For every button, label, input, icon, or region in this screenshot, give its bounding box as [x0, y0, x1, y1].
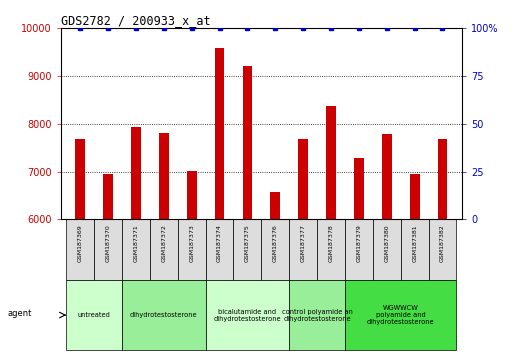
- Bar: [373, 219, 401, 280]
- Text: control polyamide an
dihydrotestosterone: control polyamide an dihydrotestosterone: [281, 309, 353, 321]
- Bar: [94, 219, 122, 280]
- Text: GSM187371: GSM187371: [134, 224, 138, 262]
- Bar: [261, 219, 289, 280]
- Bar: [382, 135, 392, 219]
- Text: WGWWCW
polyamide and
dihydrotestosterone: WGWWCW polyamide and dihydrotestosterone: [367, 305, 435, 325]
- Text: dihydrotestosterone: dihydrotestosterone: [130, 312, 197, 318]
- Text: GSM187377: GSM187377: [300, 224, 306, 262]
- Text: GSM187373: GSM187373: [189, 224, 194, 262]
- Bar: [178, 219, 205, 280]
- Bar: [429, 219, 456, 280]
- Bar: [345, 219, 373, 280]
- Text: GSM187379: GSM187379: [356, 224, 361, 262]
- Bar: [76, 139, 85, 219]
- Bar: [67, 219, 94, 280]
- Bar: [103, 174, 113, 219]
- Text: agent: agent: [8, 309, 32, 318]
- Bar: [326, 106, 336, 219]
- Bar: [410, 174, 420, 219]
- Bar: [317, 219, 345, 280]
- Bar: [438, 139, 447, 219]
- Text: GDS2782 / 200933_x_at: GDS2782 / 200933_x_at: [61, 14, 210, 27]
- Text: GSM187381: GSM187381: [412, 224, 417, 262]
- Bar: [67, 280, 122, 350]
- Text: GSM187369: GSM187369: [78, 224, 83, 262]
- Text: GSM187376: GSM187376: [273, 224, 278, 262]
- Bar: [205, 280, 289, 350]
- Text: GSM187380: GSM187380: [384, 224, 389, 262]
- Bar: [131, 127, 141, 219]
- Bar: [242, 65, 252, 219]
- Text: GSM187372: GSM187372: [162, 224, 166, 262]
- Bar: [122, 280, 205, 350]
- Bar: [270, 192, 280, 219]
- Bar: [187, 171, 196, 219]
- Text: bicalutamide and
dihydrotestosterone: bicalutamide and dihydrotestosterone: [214, 309, 281, 321]
- Bar: [215, 48, 224, 219]
- Bar: [401, 219, 429, 280]
- Bar: [205, 219, 233, 280]
- Text: GSM187378: GSM187378: [328, 224, 334, 262]
- Bar: [159, 132, 169, 219]
- Bar: [298, 139, 308, 219]
- Text: GSM187370: GSM187370: [106, 224, 110, 262]
- Bar: [233, 219, 261, 280]
- Bar: [122, 219, 150, 280]
- Text: untreated: untreated: [78, 312, 110, 318]
- Text: GSM187382: GSM187382: [440, 224, 445, 262]
- Bar: [289, 219, 317, 280]
- Text: GSM187374: GSM187374: [217, 224, 222, 262]
- Bar: [354, 158, 364, 219]
- Bar: [150, 219, 178, 280]
- Bar: [289, 280, 345, 350]
- Text: GSM187375: GSM187375: [245, 224, 250, 262]
- Bar: [345, 280, 456, 350]
